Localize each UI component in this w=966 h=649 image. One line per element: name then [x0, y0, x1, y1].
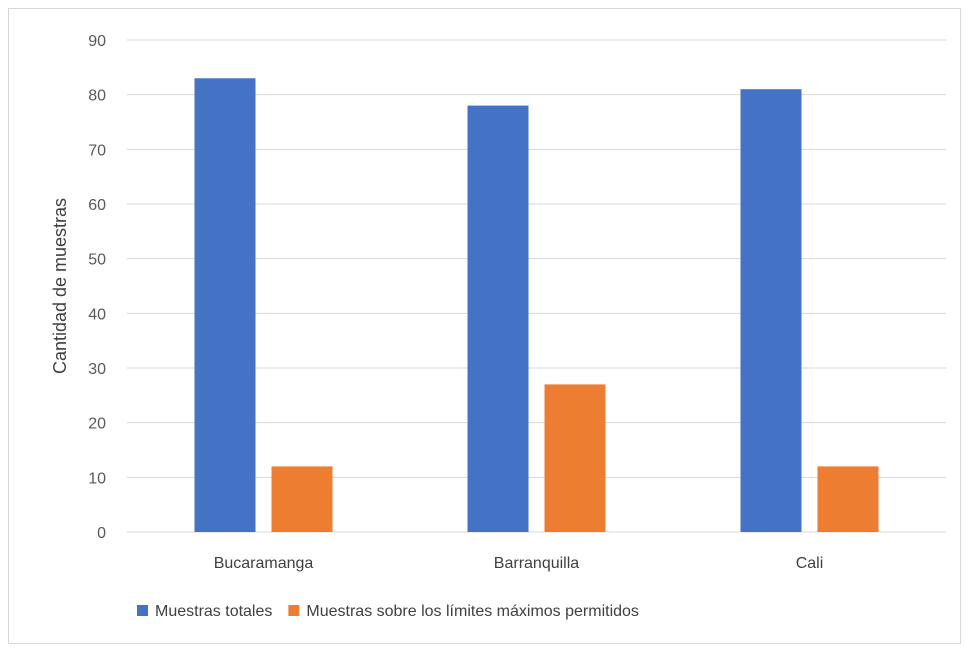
- bars: [194, 78, 879, 533]
- x-category-label: Cali: [796, 555, 824, 572]
- y-tick-label: 80: [88, 88, 106, 105]
- x-category-label: Barranquilla: [494, 555, 579, 572]
- bar-cali-series-2: [817, 466, 879, 532]
- bar-barranquilla-series-2: [544, 384, 606, 532]
- x-category-label: Bucaramanga: [214, 555, 314, 572]
- y-tick-label: 40: [88, 306, 106, 323]
- bar-cali-series-1: [740, 89, 802, 532]
- legend-label: Muestras totales: [155, 603, 272, 620]
- bar-barranquilla-series-1: [467, 105, 529, 532]
- y-tick-label: 20: [88, 416, 106, 433]
- y-tick-label: 60: [88, 197, 106, 214]
- legend-swatch: [288, 605, 300, 616]
- y-axis-ticks: 0 10 20 30 40 50 60 70 80 90: [88, 33, 106, 542]
- legend-swatch: [137, 605, 148, 616]
- y-tick-label: 50: [88, 252, 106, 269]
- bar-bucaramanga-series-1: [194, 78, 256, 533]
- legend: Muestras totales Muestras sobre los límit…: [137, 603, 639, 620]
- legend-label: Muestras sobre los límites máximos permi…: [306, 603, 639, 620]
- gridlines: [127, 39, 946, 533]
- y-tick-label: 70: [88, 142, 106, 159]
- x-axis-categories: Bucaramanga Barranquilla Cali: [214, 555, 824, 572]
- y-tick-label: 90: [88, 33, 106, 50]
- y-axis-title: Cantidad de muestras: [50, 198, 70, 374]
- y-tick-label: 0: [97, 525, 106, 542]
- y-tick-label: 30: [88, 361, 106, 378]
- y-tick-label: 10: [88, 470, 106, 487]
- bar-bucaramanga-series-2: [271, 466, 333, 532]
